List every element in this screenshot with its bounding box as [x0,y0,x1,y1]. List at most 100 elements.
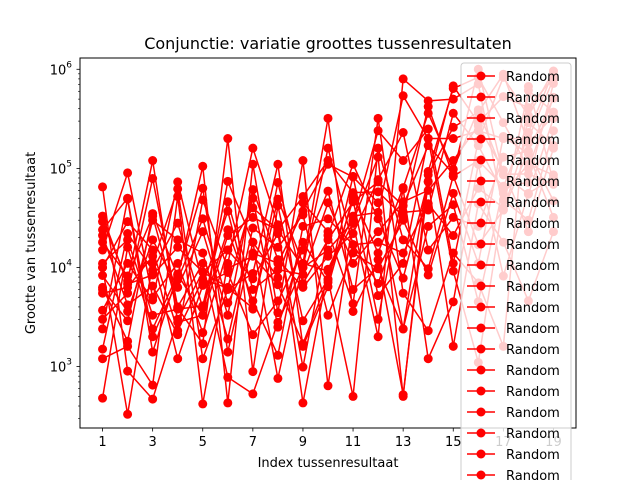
data-point [448,171,458,181]
data-point [148,235,158,245]
legend-label: Random [506,133,560,148]
data-point [173,177,183,187]
legend-marker [476,428,486,438]
data-point [198,328,208,338]
legend-marker [476,176,486,186]
legend-label: Random [506,196,560,211]
data-point [223,176,233,186]
data-point [173,354,183,364]
legend: Random Random Random Random Random Random Rand… [460,62,572,480]
data-point [198,399,208,409]
legend-marker [476,386,486,396]
data-point [398,248,408,258]
legend-entry: Random [467,259,560,274]
data-point [148,215,158,225]
data-point [448,188,458,198]
data-point [448,200,458,210]
data-point [148,295,158,305]
legend-marker [476,239,486,249]
data-point [398,91,408,101]
data-point [423,124,433,134]
legend-marker [476,260,486,270]
data-point [323,251,333,261]
data-point [298,198,308,208]
data-point [148,347,158,357]
data-point [248,389,258,399]
data-point [423,96,433,106]
data-point [448,134,458,144]
legend-entry: Random [467,217,560,232]
data-point [348,240,358,250]
data-point [348,159,358,169]
data-point [373,332,383,342]
data-point [398,235,408,245]
data-point [273,255,283,265]
legend-label: Random [506,448,560,463]
data-point [248,367,258,377]
data-point [248,284,258,294]
data-point [173,304,183,314]
legend-marker [476,407,486,417]
legend-box [460,62,572,480]
legend-marker [476,134,486,144]
data-point [273,159,283,169]
data-point [323,381,333,391]
x-tick-label: 7 [249,435,257,450]
data-point [98,284,108,294]
legend-label: Random [506,385,560,400]
x-tick-label: 5 [199,435,207,450]
data-point [123,409,133,419]
data-point [348,299,358,309]
data-point [148,265,158,275]
legend-entry: Random [467,448,560,463]
data-point [398,258,408,268]
data-point [348,391,358,401]
data-point [173,235,183,245]
data-point [148,310,158,320]
data-point [98,393,108,403]
data-point [323,310,333,320]
data-point [223,197,233,207]
data-point [298,258,308,268]
data-point [248,274,258,284]
data-point [423,199,433,209]
data-point [423,134,433,144]
data-point [273,373,283,383]
y-tick-label: 106 [50,60,73,78]
data-point [248,330,258,340]
data-point [348,258,358,268]
x-tick-label: 3 [149,435,157,450]
data-point [223,334,233,344]
data-point [248,296,258,306]
data-point [223,310,233,320]
data-point [298,156,308,166]
data-point [273,229,283,239]
data-point [173,218,183,228]
data-point [423,245,433,255]
data-point [98,344,108,354]
x-axis-label: Index tussenresultaat [258,456,399,471]
data-point [173,330,183,340]
data-point [98,182,108,192]
data-point [248,212,258,222]
data-point [173,282,183,292]
legend-marker [476,449,486,459]
data-point [223,245,233,255]
data-point [198,279,208,289]
legend-entry: Random [467,196,560,211]
data-point [198,227,208,237]
data-point [123,279,133,289]
data-point [323,143,333,153]
data-point [173,258,183,268]
x-tick-label: 9 [299,435,307,450]
data-point [198,248,208,258]
data-point [123,194,133,204]
y-tick-label: 103 [50,358,72,376]
data-point [448,297,458,307]
legend-entry: Random [467,175,560,190]
legend-entry: Random [467,343,560,358]
data-point [123,336,133,346]
data-point [373,314,383,324]
legend-entry: Random [467,91,560,106]
